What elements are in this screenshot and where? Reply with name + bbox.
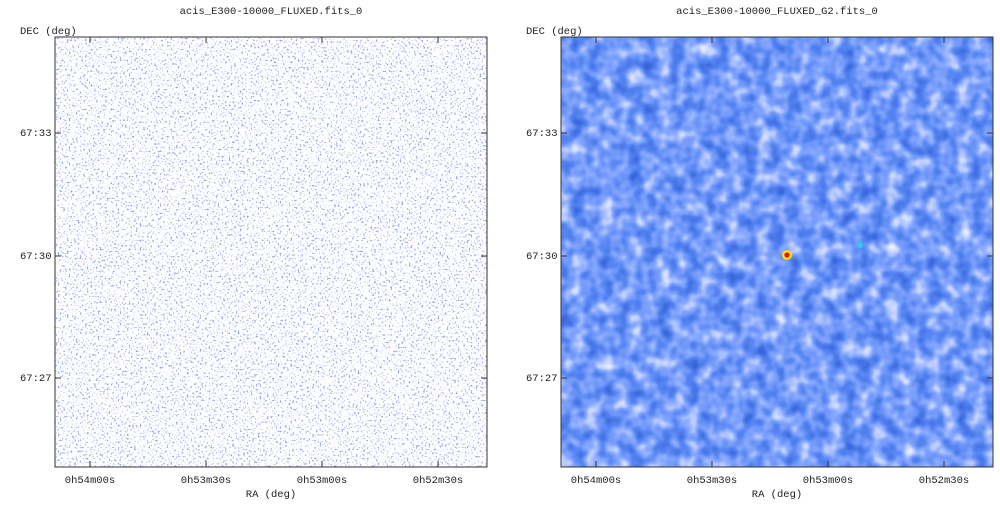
x-tick-label: 0h54m00s [65,475,115,487]
source-secondary [857,242,863,248]
panel-left: acis_E300-10000_FLUXED.fits_0 DEC (deg) RA… [20,6,488,501]
x-tick-label: 0h53m30s [181,475,231,487]
y-tick-label: 67:30 [526,251,558,263]
panel-right: acis_E300-10000_FLUXED_G2.fits_0 DEC (deg… [526,6,994,501]
y-axis-label: DEC (deg) [20,26,77,38]
plot-frame [560,36,994,468]
x-tick-label: 0h52m30s [413,475,463,487]
x-tick-label: 0h52m30s [919,475,969,487]
plot-frame [54,36,488,468]
y-tick-label: 67:33 [526,128,558,140]
x-axis-label: RA (deg) [246,489,296,501]
x-axis-label: RA (deg) [752,489,802,501]
y-tick-label: 67:27 [20,373,52,385]
panel-title: acis_E300-10000_FLUXED.fits_0 [180,6,363,18]
x-tick-label: 0h53m00s [297,475,347,487]
source-peak [784,252,790,258]
y-axis-label: DEC (deg) [526,26,583,38]
image-raw [55,37,487,467]
image-smoothed [561,37,993,467]
panel-title: acis_E300-10000_FLUXED_G2.fits_0 [676,6,878,18]
y-tick-label: 67:33 [20,128,52,140]
x-tick-label: 0h54m00s [571,475,621,487]
y-tick-label: 67:30 [20,251,52,263]
x-tick-label: 0h53m30s [687,475,737,487]
y-tick-label: 67:27 [526,373,558,385]
x-tick-label: 0h53m00s [803,475,853,487]
